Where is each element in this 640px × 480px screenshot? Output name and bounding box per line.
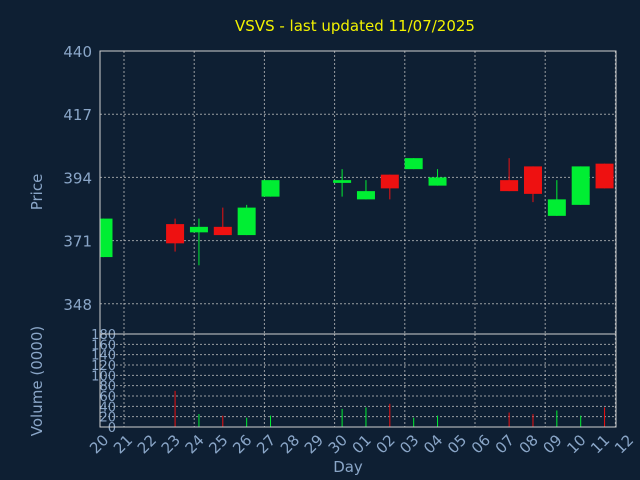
candle-body bbox=[428, 177, 447, 186]
volume-tick-label: 0 bbox=[108, 421, 116, 436]
price-tick-label: 440 bbox=[63, 43, 92, 61]
day-tick-label: 25 bbox=[205, 431, 231, 457]
price-grid bbox=[100, 50, 616, 334]
candle-body bbox=[333, 180, 352, 183]
volume-tick-label: 120 bbox=[91, 359, 116, 374]
day-tick-label: 24 bbox=[182, 431, 208, 457]
candle-body bbox=[356, 191, 375, 200]
candle-23 bbox=[166, 218, 185, 252]
candle-25 bbox=[213, 207, 232, 236]
candle-body bbox=[380, 174, 399, 189]
volume-tick-label: 160 bbox=[91, 338, 116, 353]
day-tick-label: 09 bbox=[539, 431, 565, 457]
candles bbox=[100, 158, 614, 266]
candle-01 bbox=[356, 180, 375, 200]
day-tick-labels: 2021222324252627282930010203040506070809… bbox=[86, 431, 637, 457]
candle-09 bbox=[547, 180, 566, 216]
candle-04 bbox=[428, 169, 447, 186]
candle-body bbox=[500, 180, 519, 192]
day-tick-label: 10 bbox=[563, 431, 589, 457]
candle-26 bbox=[237, 204, 256, 236]
candle-body bbox=[100, 218, 113, 258]
volume-tick-label: 80 bbox=[99, 380, 116, 395]
volume-axis-label: Volume (0000) bbox=[28, 326, 46, 436]
candle-body bbox=[237, 207, 256, 236]
day-tick-label: 03 bbox=[396, 431, 422, 457]
price-tick-label: 394 bbox=[63, 169, 92, 187]
day-tick-label: 11 bbox=[587, 431, 613, 457]
candle-body bbox=[213, 226, 232, 236]
candle-07 bbox=[500, 158, 519, 192]
candle-body bbox=[571, 166, 590, 205]
volume-tick-label: 100 bbox=[91, 369, 116, 384]
price-tick-label: 371 bbox=[63, 233, 92, 251]
candle-24 bbox=[189, 218, 208, 266]
day-tick-label: 29 bbox=[301, 431, 327, 457]
candle-body bbox=[189, 226, 208, 233]
candle-body bbox=[404, 158, 423, 170]
chart-title: VSVS - last updated 11/07/2025 bbox=[235, 17, 475, 35]
volume-tick-label: 40 bbox=[99, 400, 116, 415]
day-tick-label: 12 bbox=[611, 431, 637, 457]
price-tick-label: 417 bbox=[63, 106, 92, 124]
candle-body bbox=[523, 166, 542, 194]
candle-11 bbox=[595, 163, 614, 189]
day-tick-label: 30 bbox=[325, 431, 351, 457]
candle-10 bbox=[571, 166, 590, 205]
volume-bars bbox=[174, 390, 606, 427]
volume-tick-label: 60 bbox=[99, 390, 116, 405]
candle-20 bbox=[100, 218, 113, 258]
day-tick-label: 22 bbox=[134, 431, 160, 457]
candle-body bbox=[595, 163, 614, 189]
candle-02 bbox=[380, 174, 399, 200]
volume-tick-label: 20 bbox=[99, 411, 116, 426]
volume-tick-label: 140 bbox=[91, 349, 116, 364]
day-tick-label: 07 bbox=[492, 431, 518, 457]
volume-grid bbox=[100, 334, 616, 427]
day-tick-label: 23 bbox=[158, 431, 184, 457]
price-tick-labels: 440 417 394 371 348 bbox=[63, 43, 92, 314]
x-axis-label: Day bbox=[333, 458, 363, 476]
candle-body bbox=[166, 224, 185, 244]
day-tick-label: 05 bbox=[444, 431, 470, 457]
candle-27 bbox=[261, 180, 280, 197]
candle-body bbox=[261, 180, 280, 197]
day-tick-label: 04 bbox=[420, 431, 446, 457]
volume-tick-label: 180 bbox=[91, 328, 116, 343]
candle-08 bbox=[523, 166, 542, 203]
day-tick-label: 26 bbox=[229, 431, 255, 457]
price-tick-label: 348 bbox=[63, 296, 92, 314]
price-axis-label: Price bbox=[28, 174, 46, 211]
day-tick-label: 02 bbox=[372, 431, 398, 457]
day-tick-label: 27 bbox=[253, 431, 279, 457]
day-tick-label: 08 bbox=[516, 431, 542, 457]
candle-30 bbox=[333, 169, 352, 197]
candle-03 bbox=[404, 158, 423, 170]
volume-plot-frame bbox=[99, 333, 617, 428]
day-tick-label: 06 bbox=[468, 431, 494, 457]
candle-body bbox=[547, 199, 566, 216]
day-tick-label: 28 bbox=[277, 431, 303, 457]
day-tick-label: 01 bbox=[349, 431, 375, 457]
